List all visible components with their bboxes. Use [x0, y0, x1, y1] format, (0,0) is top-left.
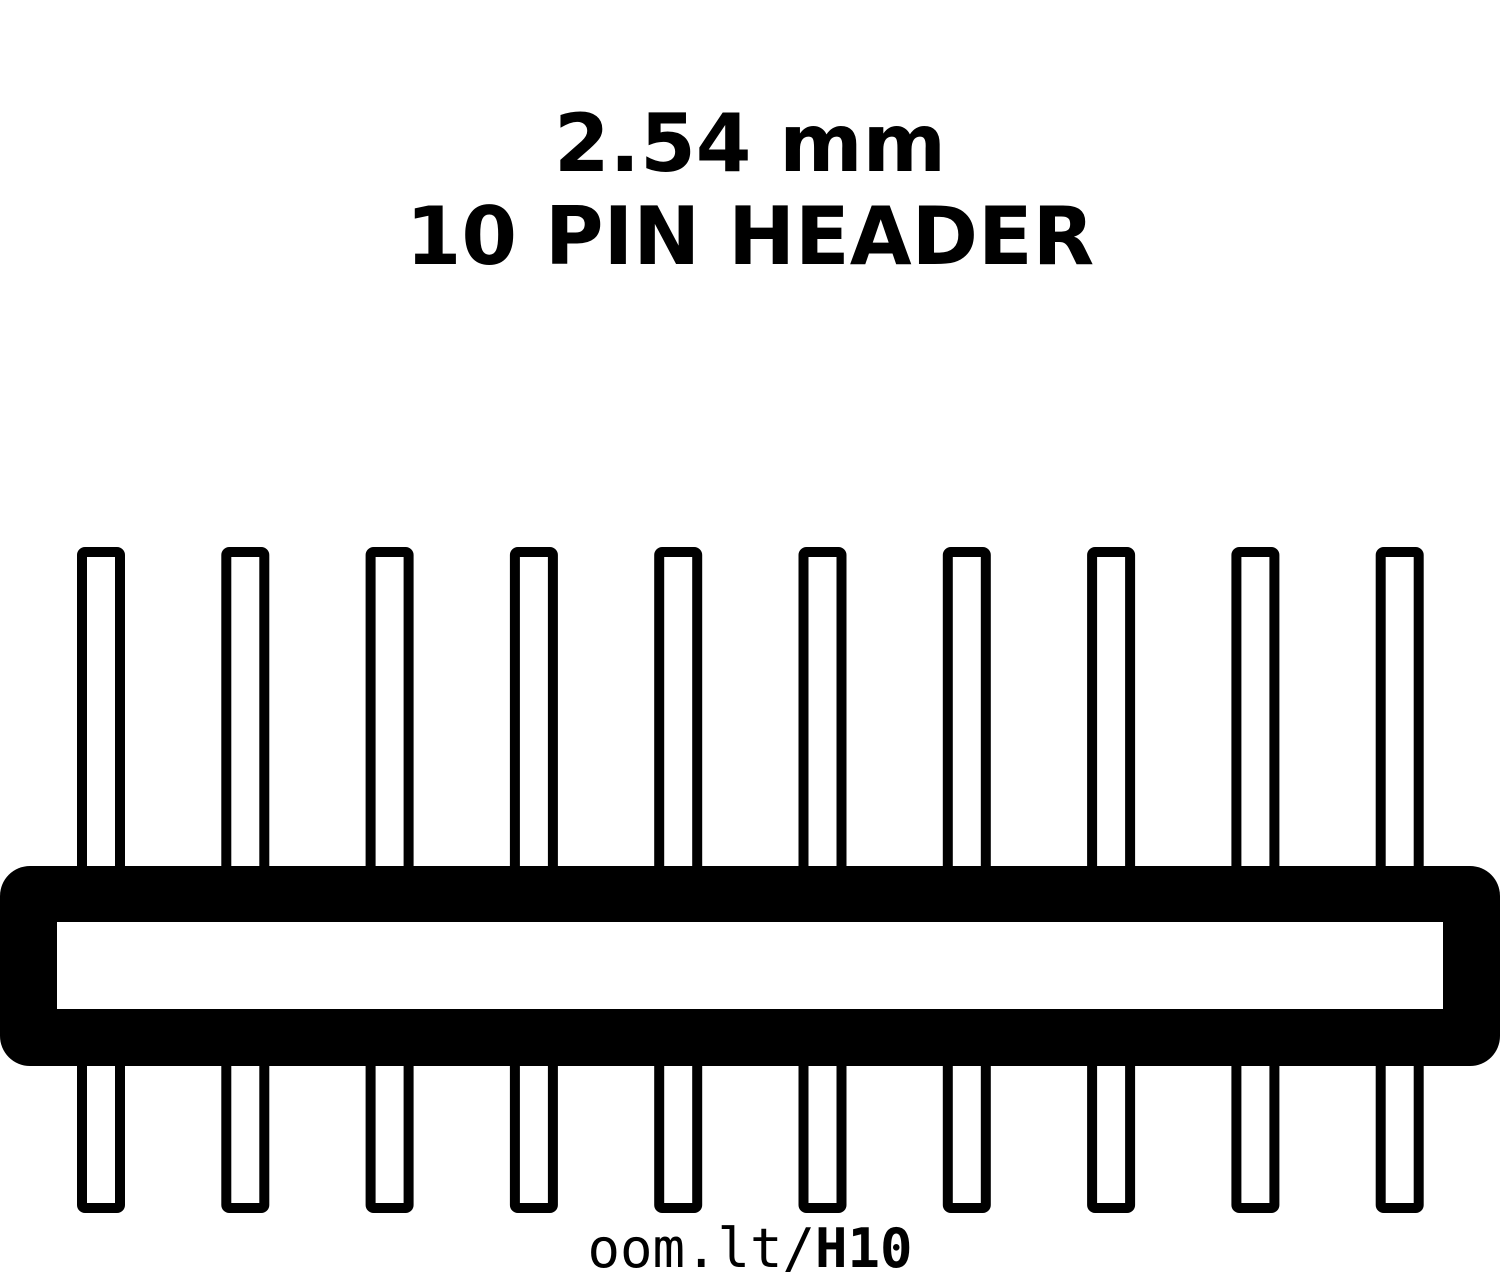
footer-code: H10 — [815, 1217, 913, 1274]
title-line-1: 2.54 mm — [554, 97, 946, 190]
pin-top-8 — [1087, 547, 1136, 887]
pin-top-1 — [77, 547, 125, 887]
pin-bottom-5 — [654, 1045, 703, 1213]
header-housing — [0, 866, 1500, 1066]
footer-prefix: oom.lt/ — [587, 1217, 815, 1274]
title-line-2: 10 PIN HEADER — [406, 190, 1095, 283]
pins-bottom — [77, 1045, 1424, 1213]
pin-top-2 — [221, 547, 270, 887]
pin-top-5 — [654, 547, 703, 887]
pin-bottom-9 — [1231, 1045, 1280, 1213]
footer-link: oom.lt/H10 — [587, 1217, 912, 1274]
pin-bottom-3 — [365, 1045, 414, 1213]
pin-bottom-7 — [942, 1045, 991, 1213]
pin-bottom-6 — [798, 1045, 847, 1213]
pin-bottom-8 — [1087, 1045, 1136, 1213]
pin-top-3 — [365, 547, 414, 887]
pin-bottom-1 — [77, 1045, 125, 1213]
pin-top-10 — [1375, 547, 1424, 887]
pin-top-7 — [942, 547, 991, 887]
housing-window — [57, 922, 1443, 1009]
pin-bottom-4 — [509, 1045, 558, 1213]
pins-top — [77, 547, 1424, 887]
pin-top-6 — [798, 547, 847, 887]
pin-bottom-2 — [221, 1045, 270, 1213]
pin-top-9 — [1231, 547, 1280, 887]
pin-top-4 — [509, 547, 558, 887]
pin-bottom-10 — [1375, 1045, 1424, 1213]
